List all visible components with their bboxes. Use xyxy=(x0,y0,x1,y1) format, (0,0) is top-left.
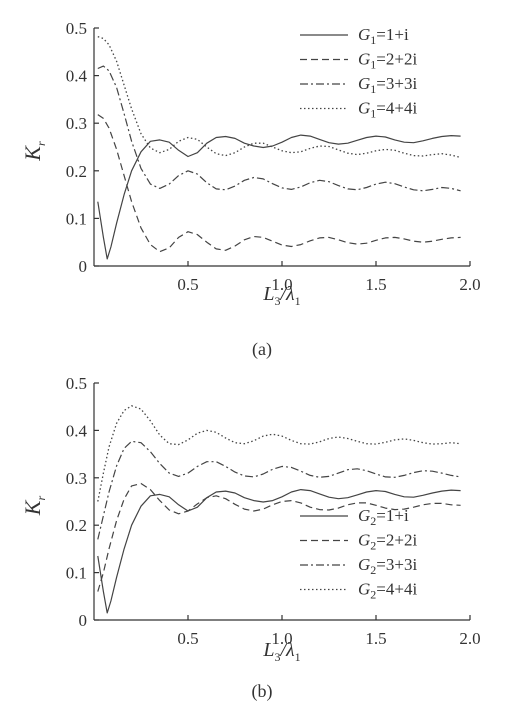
panel-label: (a) xyxy=(252,339,272,360)
series-line-2 xyxy=(97,482,461,592)
y-tick-label: 0.5 xyxy=(66,19,87,38)
y-tick-label: 0.4 xyxy=(66,67,88,86)
series-line-1 xyxy=(97,489,461,614)
series-line-2 xyxy=(97,114,461,253)
x-axis-label: L3/λ1 xyxy=(262,639,300,664)
y-tick-label: 0.1 xyxy=(66,564,87,583)
panel-label: (b) xyxy=(252,681,273,702)
legend-entry: G1=1+i xyxy=(358,25,409,47)
series-line-4 xyxy=(97,35,461,159)
x-axis-label: L3/λ1 xyxy=(262,283,300,308)
legend-entry: G1=4+4i xyxy=(358,99,417,121)
y-axis-label: Kr xyxy=(20,495,48,516)
y-tick-label: 0 xyxy=(79,257,88,276)
legend-entry: G2=3+3i xyxy=(358,555,417,577)
y-tick-label: 0.4 xyxy=(66,421,88,440)
y-tick-label: 0.3 xyxy=(66,469,87,488)
legend-entry: G1=2+2i xyxy=(358,50,417,72)
x-tick-label: 0.5 xyxy=(177,629,198,648)
x-tick-label: 2.0 xyxy=(459,629,480,648)
x-tick-label: 1.5 xyxy=(365,629,386,648)
y-tick-label: 0.5 xyxy=(66,374,87,393)
x-tick-label: 0.5 xyxy=(177,275,198,294)
x-tick-label: 1.5 xyxy=(365,275,386,294)
y-tick-label: 0.2 xyxy=(66,516,87,535)
legend-entry: G1=3+3i xyxy=(358,74,417,96)
y-axis-label: Kr xyxy=(20,141,48,162)
x-tick-label: 1.0 xyxy=(271,275,292,294)
series-line-4 xyxy=(97,405,461,502)
series-line-1 xyxy=(97,134,461,260)
y-tick-label: 0.3 xyxy=(66,114,87,133)
x-tick-label: 2.0 xyxy=(459,275,480,294)
y-tick-label: 0.1 xyxy=(66,209,87,228)
y-tick-label: 0.2 xyxy=(66,162,87,181)
series-line-3 xyxy=(97,440,461,540)
legend-entry: G2=1+i xyxy=(358,506,409,528)
y-tick-label: 0 xyxy=(79,611,88,630)
legend-entry: G2=2+2i xyxy=(358,531,417,553)
chart-panel-b: 0 0.1 0.2 0.3 0.4 0.5 0.5 1.0 1.5 2.0 Kr L3/λ1 (b) G2… xyxy=(20,374,481,702)
legend-entry: G2=4+4i xyxy=(358,580,417,602)
series-line-3 xyxy=(97,65,461,192)
chart-panel-a: 0 0.1 0.2 0.3 0.4 0.5 0.5 1.0 1.5 2.0 Kr L3/λ1 (a) G1… xyxy=(20,19,481,360)
x-tick-label: 1.0 xyxy=(271,629,292,648)
